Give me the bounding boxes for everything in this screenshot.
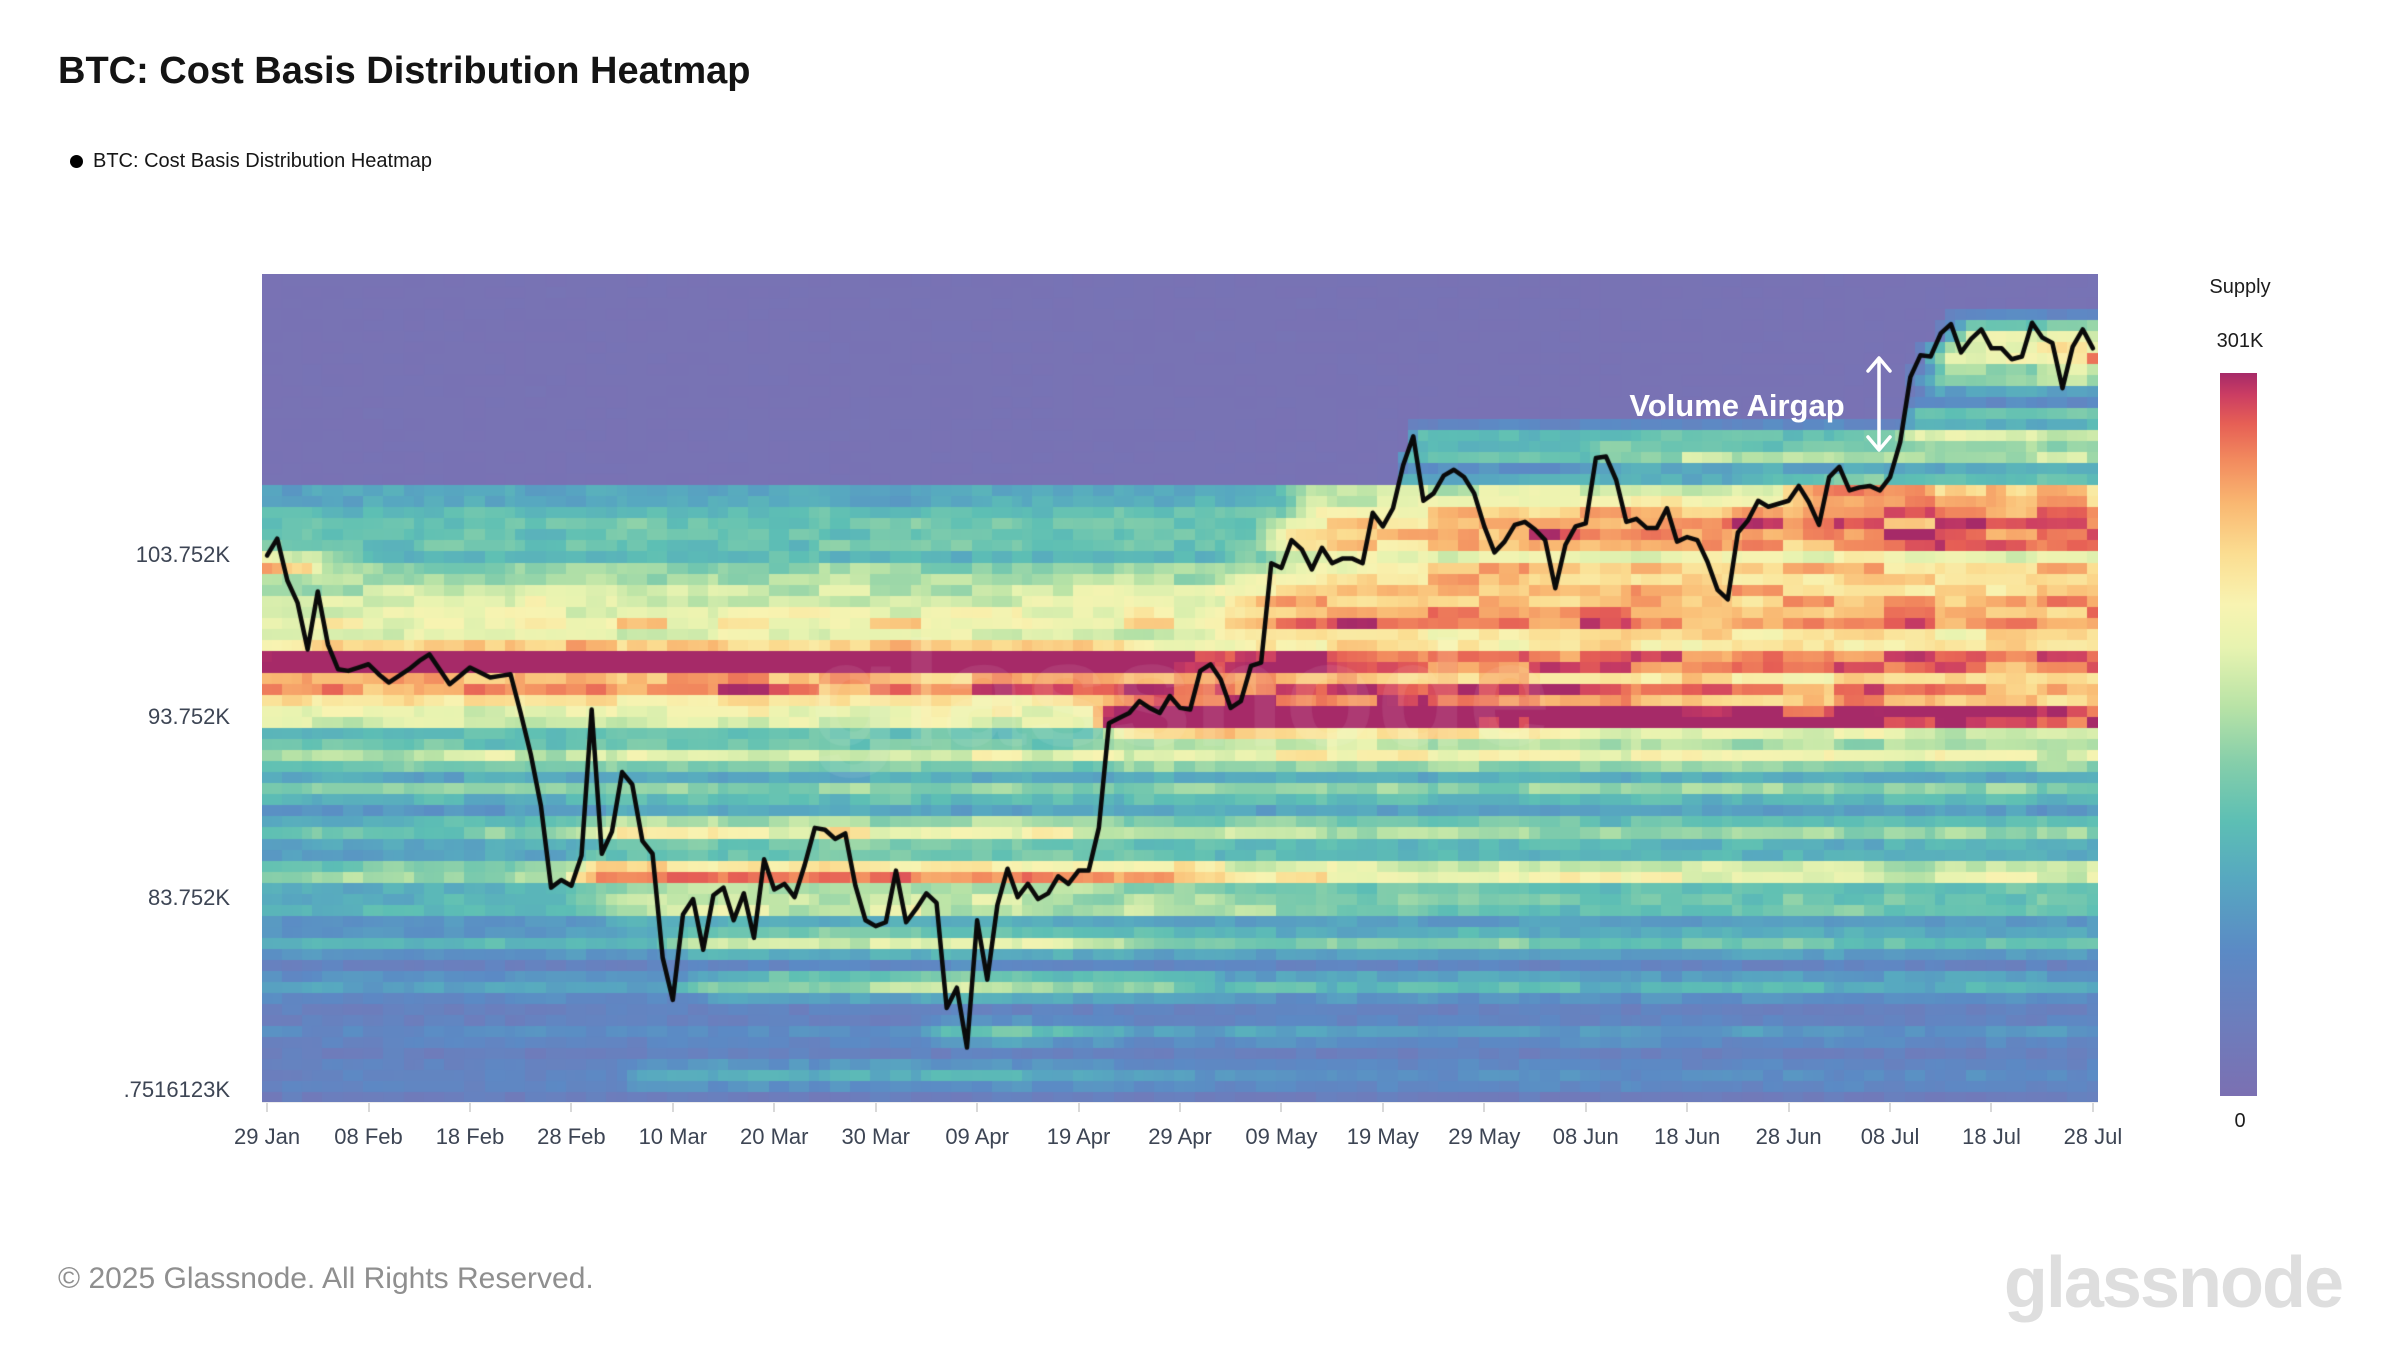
supply-colorbar: [2220, 373, 2257, 1096]
x-tick-mark: [976, 1103, 979, 1112]
x-tick-label: 28 Feb: [537, 1124, 606, 1149]
x-tick-mark: [1179, 1103, 1181, 1112]
x-tick-label: 28 Jul: [2063, 1124, 2123, 1149]
y-tick-label: .7516123K: [123, 1077, 230, 1102]
volume-airgap-arrow-icon: [1866, 356, 1892, 452]
x-tick-label: 18 Jun: [1654, 1124, 1721, 1149]
colorbar-min-label: 0: [2234, 1110, 2246, 1132]
colorbar-title: Supply: [2209, 276, 2271, 298]
y-tick-label: 93.752K: [148, 704, 230, 730]
legend-dot-icon: [70, 155, 83, 168]
x-tick-mark: [570, 1103, 573, 1112]
x-tick-label: 18 Feb: [435, 1124, 505, 1149]
x-tick-label: 09 May: [1245, 1124, 1318, 1149]
x-tick-mark: [2091, 1103, 2094, 1112]
x-tick-mark: [1889, 1103, 1892, 1112]
colorbar-max-label: 301K: [2216, 330, 2264, 352]
page-title: BTC: Cost Basis Distribution Heatmap: [58, 50, 751, 92]
x-tick-mark: [1787, 1103, 1790, 1112]
x-tick-label: 08 Jul: [1860, 1124, 1920, 1149]
x-tick-mark: [1990, 1103, 1993, 1112]
glassnode-wordmark: glassnode: [2003, 1243, 2344, 1323]
x-tick-label: 08 Feb: [334, 1124, 403, 1149]
x-tick-mark: [773, 1103, 776, 1112]
y-tick-label: 83.752K: [148, 885, 230, 911]
heatmap-plot-area: Volume Airgap: [262, 274, 2098, 1103]
x-tick-label: 29 Apr: [1148, 1124, 1212, 1149]
x-tick-mark: [266, 1103, 269, 1112]
volume-airgap-annotation: Volume Airgap: [1629, 388, 1845, 423]
x-tick-mark: [468, 1103, 471, 1112]
x-tick-label: 09 Apr: [945, 1124, 1009, 1149]
x-tick-label: 29 Jan: [234, 1124, 301, 1149]
x-tick-label: 19 May: [1346, 1124, 1419, 1149]
x-tick-mark: [1077, 1103, 1080, 1112]
x-tick-mark: [1584, 1103, 1587, 1112]
x-tick-label: 20 Mar: [740, 1124, 809, 1149]
x-tick-label: 28 Jun: [1755, 1124, 1822, 1149]
x-tick-mark: [1686, 1103, 1689, 1112]
x-tick-label: 08 Jun: [1552, 1124, 1619, 1149]
x-tick-mark: [1381, 1103, 1384, 1112]
x-tick-mark: [1280, 1103, 1283, 1112]
legend-label: BTC: Cost Basis Distribution Heatmap: [93, 150, 433, 172]
y-tick-label: 103.752K: [135, 541, 230, 567]
x-tick-label: 19 Apr: [1046, 1124, 1111, 1149]
heatmap-canvas[interactable]: [262, 274, 2098, 1102]
x-tick-label: 29 May: [1448, 1124, 1521, 1149]
x-tick-mark: [367, 1103, 370, 1112]
x-tick-label: 18 Jul: [1962, 1124, 2021, 1149]
legend-item-cbd[interactable]: BTC: Cost Basis Distribution Heatmap: [70, 150, 432, 173]
copyright-text: © 2025 Glassnode. All Rights Reserved.: [58, 1262, 594, 1295]
x-tick-mark: [874, 1103, 877, 1112]
x-tick-mark: [1483, 1103, 1486, 1112]
x-tick-mark: [671, 1103, 674, 1112]
x-tick-label: 30 Mar: [841, 1124, 910, 1149]
x-tick-label: 10 Mar: [638, 1124, 708, 1149]
